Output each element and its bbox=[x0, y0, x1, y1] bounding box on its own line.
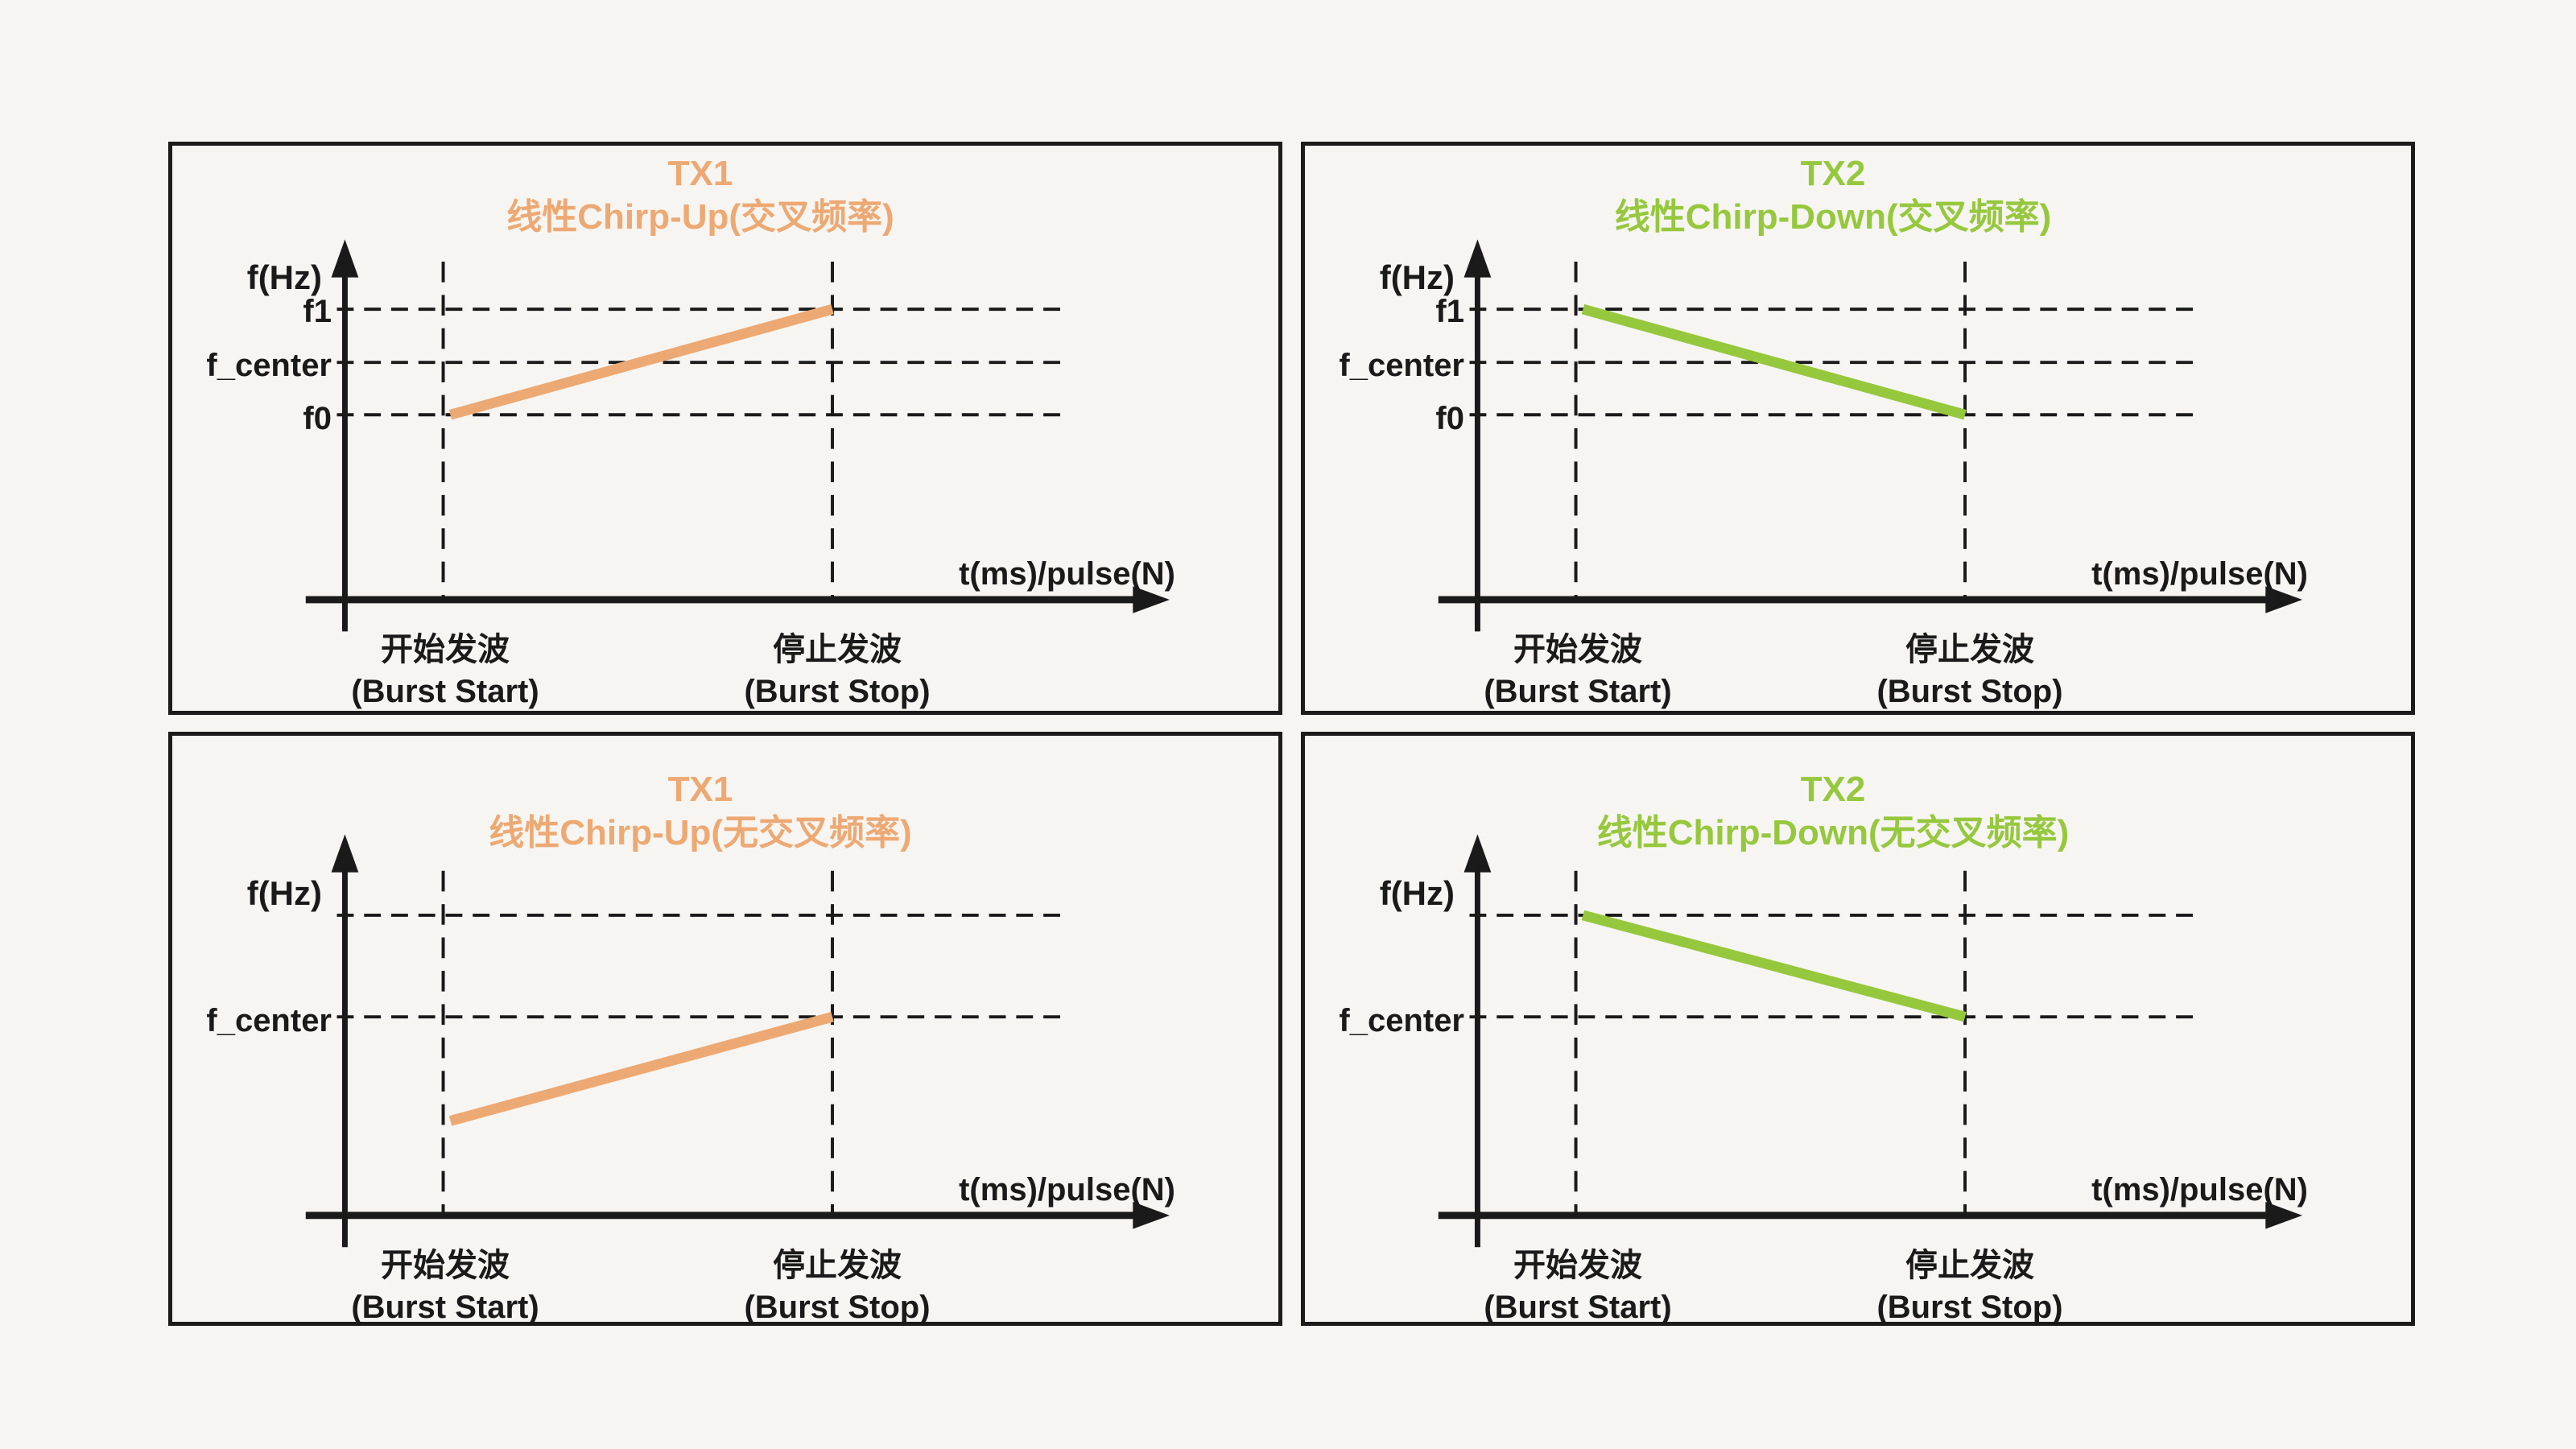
y-axis-label: f(Hz) bbox=[1379, 874, 1455, 912]
burst-stop-label: 停止发波 (Burst Stop) bbox=[1801, 629, 2139, 712]
panel-title: TX2 线性Chirp-Down(无交叉频率) bbox=[1511, 768, 2155, 855]
chirp-line-tx2 bbox=[1581, 910, 1967, 1022]
burst-start-label: 开始发波 (Burst Start) bbox=[1409, 1245, 1747, 1328]
chirp-plot bbox=[1438, 834, 2302, 1248]
panel-title: TX2 线性Chirp-Down(交叉频率) bbox=[1511, 152, 2155, 239]
burst-start-cn: 开始发波 bbox=[1513, 632, 1642, 667]
tick-f0: f0 bbox=[303, 401, 332, 436]
chirp-line-tx2 bbox=[1581, 303, 1967, 420]
panel-title-desc: 线性Chirp-Up(无交叉频率) bbox=[489, 813, 912, 852]
tick-f1: f1 bbox=[303, 294, 332, 329]
burst-stop-en: (Burst Stop) bbox=[1876, 1290, 2063, 1325]
x-axis-label: t(ms)/pulse(N) bbox=[959, 556, 1175, 592]
x-axis-arrow bbox=[2265, 1202, 2302, 1229]
burst-start-cn: 开始发波 bbox=[381, 632, 510, 667]
burst-stop-cn: 停止发波 bbox=[1905, 1248, 2034, 1283]
burst-start-cn: 开始发波 bbox=[1513, 1248, 1642, 1283]
burst-stop-en: (Burst Stop) bbox=[1876, 674, 2063, 709]
burst-start-label: 开始发波 (Burst Start) bbox=[1409, 629, 1747, 712]
chirp-plot bbox=[1438, 239, 2302, 632]
y-axis-arrow bbox=[331, 239, 359, 278]
burst-stop-cn: 停止发波 bbox=[773, 632, 902, 667]
panel-title-tx: TX1 bbox=[667, 770, 733, 809]
panel-title: TX1 线性Chirp-Up(交叉频率) bbox=[378, 152, 1022, 239]
panel-title-tx: TX2 bbox=[1800, 154, 1866, 193]
tick-f0: f0 bbox=[1435, 401, 1464, 436]
panel-tx2-chirp-down-noncrossed: TX2 线性Chirp-Down(无交叉频率) f(Hz) f_center t… bbox=[1301, 732, 2415, 1326]
y-axis-arrow bbox=[1463, 239, 1492, 278]
y-axis-label: f(Hz) bbox=[246, 258, 322, 296]
tick-f-center: f_center bbox=[206, 1003, 332, 1038]
burst-start-en: (Burst Start) bbox=[1484, 1290, 1672, 1325]
burst-stop-en: (Burst Stop) bbox=[744, 674, 931, 709]
burst-stop-label: 停止发波 (Burst Stop) bbox=[1801, 1245, 2139, 1328]
tick-f1: f1 bbox=[1435, 294, 1464, 329]
panel-tx2-chirp-down-crossed: TX2 线性Chirp-Down(交叉频率) f(Hz) f1 f_center… bbox=[1301, 142, 2415, 715]
burst-stop-cn: 停止发波 bbox=[1905, 632, 2034, 667]
burst-start-en: (Burst Start) bbox=[351, 674, 539, 709]
panel-title-tx: TX1 bbox=[667, 154, 733, 193]
burst-stop-en: (Burst Stop) bbox=[744, 1290, 931, 1325]
panel-title-desc: 线性Chirp-Down(交叉频率) bbox=[1614, 197, 2052, 237]
x-axis-arrow bbox=[1133, 586, 1170, 613]
burst-stop-cn: 停止发波 bbox=[773, 1248, 902, 1283]
chirp-line-tx1 bbox=[448, 303, 834, 420]
x-axis-label: t(ms)/pulse(N) bbox=[2091, 1172, 2308, 1208]
panel-tx1-chirp-up-noncrossed: TX1 线性Chirp-Up(无交叉频率) f(Hz) f_center t(m… bbox=[168, 732, 1282, 1326]
chirp-line-tx1 bbox=[448, 1012, 834, 1126]
tick-f-center: f_center bbox=[1339, 1003, 1464, 1038]
x-axis-arrow bbox=[1133, 1202, 1170, 1229]
x-axis-arrow bbox=[2265, 586, 2302, 613]
burst-start-en: (Burst Start) bbox=[351, 1290, 539, 1325]
y-axis-arrow bbox=[1463, 834, 1492, 873]
chirp-plot bbox=[305, 834, 1170, 1248]
y-axis-label: f(Hz) bbox=[1379, 258, 1455, 296]
panel-title-tx: TX2 bbox=[1800, 770, 1866, 809]
panel-tx1-chirp-up-crossed: TX1 线性Chirp-Up(交叉频率) f(Hz) f1 f_center f… bbox=[168, 142, 1282, 715]
x-axis-label: t(ms)/pulse(N) bbox=[959, 1172, 1175, 1208]
y-axis-label: f(Hz) bbox=[246, 874, 322, 912]
burst-start-label: 开始发波 (Burst Start) bbox=[276, 1245, 614, 1328]
x-axis-label: t(ms)/pulse(N) bbox=[2091, 556, 2308, 592]
panel-title-desc: 线性Chirp-Down(无交叉频率) bbox=[1596, 813, 2070, 852]
burst-start-cn: 开始发波 bbox=[381, 1248, 510, 1283]
burst-stop-label: 停止发波 (Burst Stop) bbox=[668, 1245, 1006, 1328]
burst-start-label: 开始发波 (Burst Start) bbox=[276, 629, 614, 712]
y-axis-arrow bbox=[331, 834, 359, 873]
panel-title-desc: 线性Chirp-Up(交叉频率) bbox=[506, 197, 894, 237]
chirp-plot bbox=[305, 239, 1170, 632]
burst-stop-label: 停止发波 (Burst Stop) bbox=[668, 629, 1006, 712]
tick-f-center: f_center bbox=[1339, 348, 1464, 383]
tick-f-center: f_center bbox=[206, 348, 332, 383]
burst-start-en: (Burst Start) bbox=[1484, 674, 1672, 709]
panel-title: TX1 线性Chirp-Up(无交叉频率) bbox=[378, 768, 1022, 855]
